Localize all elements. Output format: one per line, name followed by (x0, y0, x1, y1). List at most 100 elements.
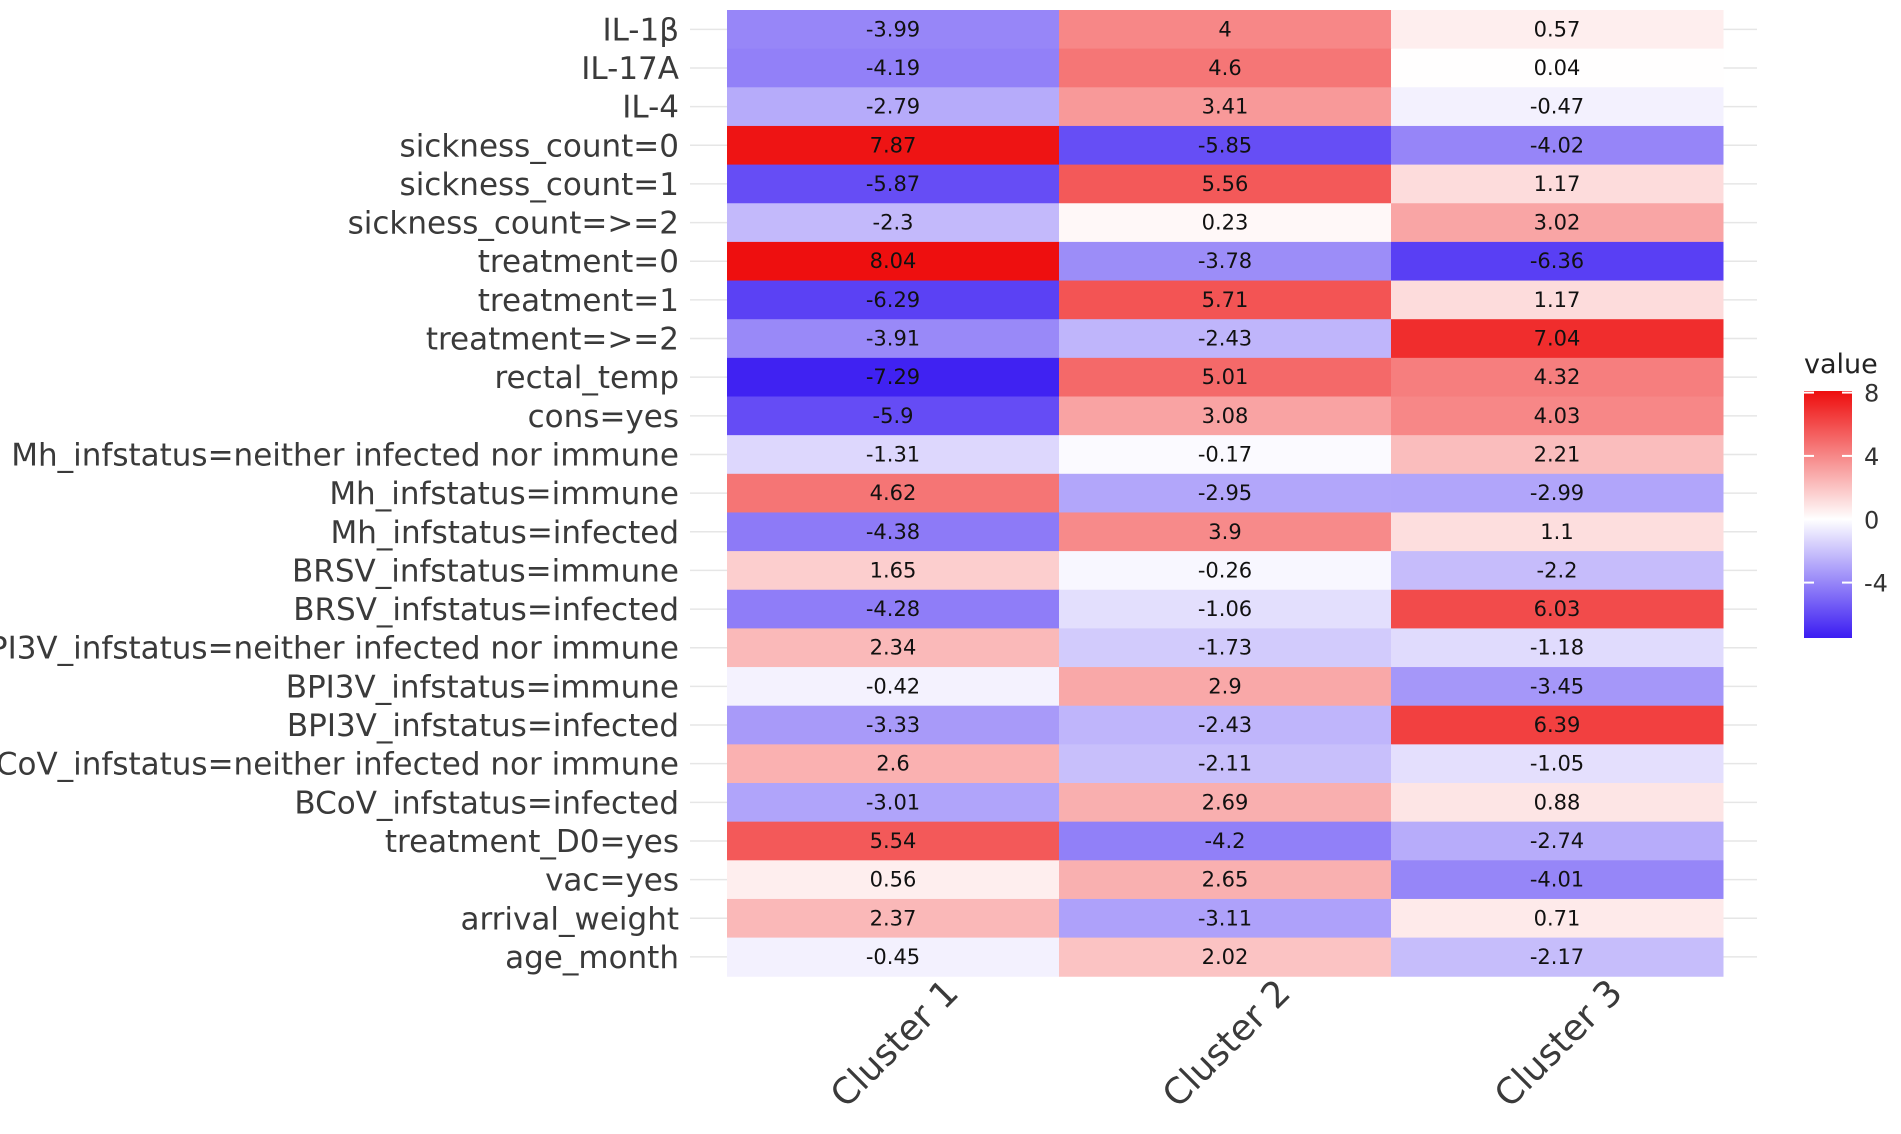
cell-value-label: 0.04 (1534, 56, 1581, 80)
cell-value-label: 7.87 (870, 133, 917, 157)
heatmap-cell (1391, 821, 1724, 861)
heatmap-cell (1391, 898, 1724, 939)
cell-value-label: 4.32 (1534, 365, 1581, 389)
heatmap-cell (727, 821, 1060, 861)
row-label: sickness_count=>=2 (348, 206, 679, 242)
cell-value-label: -7.29 (866, 365, 920, 389)
heatmap-cell (1059, 937, 1392, 977)
column-label: Cluster 2 (1155, 972, 1299, 1116)
heatmap-cell (727, 783, 1060, 823)
heatmap-cell (727, 898, 1060, 939)
cell-value-label: 2.02 (1202, 945, 1249, 969)
color-legend: value 8 4 0 -4 (1804, 349, 1888, 638)
heatmap-cell (727, 628, 1060, 668)
heatmap-cell (1059, 860, 1392, 900)
cell-value-label: -0.47 (1530, 95, 1584, 119)
cell-value-label: 1.65 (870, 558, 917, 582)
row-label: BCoV_infstatus=neither infected nor immu… (0, 747, 679, 783)
row-label: treatment=0 (478, 244, 679, 280)
cell-value-label: 3.02 (1534, 211, 1581, 235)
cell-value-label: -5.87 (866, 172, 920, 196)
legend-tick-label: 4 (1864, 443, 1879, 471)
column-labels: Cluster 1 Cluster 2 Cluster 3 (823, 972, 1631, 1116)
heatmap-cell (1391, 512, 1724, 552)
heatmap-cell (1391, 628, 1724, 668)
row-label: BPI3V_infstatus=infected (287, 708, 679, 744)
heatmap-cell (1391, 551, 1724, 591)
heatmap-cell (1391, 48, 1724, 88)
heatmap-cell (1059, 48, 1392, 88)
heatmap-cell (1391, 241, 1724, 282)
cell-value-label: -3.45 (1530, 674, 1584, 698)
cell-value-label: 5.71 (1202, 288, 1249, 312)
cell-value-label: 4.03 (1534, 404, 1581, 428)
cell-value-label: 0.88 (1534, 790, 1581, 814)
cell-value-label: 1.17 (1534, 172, 1581, 196)
cell-value-label: -3.99 (866, 17, 920, 41)
heatmap-cell (727, 860, 1060, 900)
cell-value-label: -2.79 (866, 95, 920, 119)
cell-value-label: -2.43 (1198, 327, 1252, 351)
cell-value-label: -3.78 (1198, 249, 1252, 273)
cell-value-label: -1.31 (866, 442, 920, 466)
heatmap-cell (727, 705, 1060, 745)
cell-value-label: 1.1 (1540, 520, 1573, 544)
cell-value-label: 1.17 (1534, 288, 1581, 312)
heatmap-cell (1391, 435, 1724, 475)
cell-value-label: -6.36 (1530, 249, 1584, 273)
heatmap-cell (1059, 357, 1392, 397)
heatmap-cell (1391, 937, 1724, 977)
heatmap-cell (1391, 667, 1724, 707)
cell-value-label: 6.39 (1534, 713, 1581, 737)
heatmap-cell (727, 319, 1060, 359)
cell-value-label: -0.42 (866, 674, 920, 698)
cell-value-label: -1.18 (1530, 636, 1584, 660)
row-label: Mh_infstatus=immune (329, 476, 679, 512)
cell-value-label: -2.74 (1530, 829, 1584, 853)
heatmap-cell (1059, 125, 1392, 166)
cell-value-label: 2.69 (1202, 790, 1249, 814)
row-label: sickness_count=1 (400, 167, 679, 203)
cell-value-label: -0.45 (866, 945, 920, 969)
cell-value-label: 3.41 (1202, 95, 1249, 119)
heatmap-cell (727, 125, 1060, 166)
heatmap-cell (1059, 821, 1392, 861)
cell-value-label: -5.9 (873, 404, 914, 428)
heatmap-cell (1391, 473, 1724, 513)
legend-tick-label: 8 (1864, 380, 1879, 408)
row-label: BRSV_infstatus=immune (292, 553, 679, 589)
row-label: IL-17A (581, 51, 679, 87)
heatmap-cell (727, 10, 1060, 50)
cell-value-label: -1.05 (1530, 752, 1584, 776)
heatmap-cell (1391, 319, 1724, 359)
heatmap-cell (1059, 203, 1392, 243)
heatmap-cell (727, 280, 1060, 320)
heatmap-cell (1391, 164, 1724, 204)
heatmap-cell (1391, 860, 1724, 900)
cell-value-label: -4.19 (866, 56, 920, 80)
heatmap-cell (727, 241, 1060, 282)
cell-value-label: -2.11 (1198, 752, 1252, 776)
heatmap-cell (1391, 589, 1724, 629)
heatmap-cell (727, 435, 1060, 475)
cell-value-label: -0.17 (1198, 442, 1252, 466)
row-label: BCoV_infstatus=infected (294, 785, 679, 821)
heatmap-cell (1391, 705, 1724, 745)
heatmap-cell (1391, 280, 1724, 320)
row-label: arrival_weight (460, 901, 679, 937)
heatmap-cell (1391, 10, 1724, 50)
cell-value-label: -2.99 (1530, 481, 1584, 505)
cell-value-label: 6.03 (1534, 597, 1581, 621)
heatmap-cell (727, 512, 1060, 552)
legend-colorbar (1804, 391, 1852, 638)
row-label: age_month (505, 940, 679, 976)
cell-value-label: -3.33 (866, 713, 920, 737)
cell-value-label: 2.21 (1534, 442, 1581, 466)
heatmap-cell (1059, 319, 1392, 359)
cell-value-label: -2.17 (1530, 945, 1584, 969)
heatmap-cell (727, 357, 1060, 397)
heatmap-cell (1059, 551, 1392, 591)
cell-value-label: 5.01 (1202, 365, 1249, 389)
legend-tick-label: 0 (1864, 506, 1879, 534)
heatmap-cell (727, 937, 1060, 977)
